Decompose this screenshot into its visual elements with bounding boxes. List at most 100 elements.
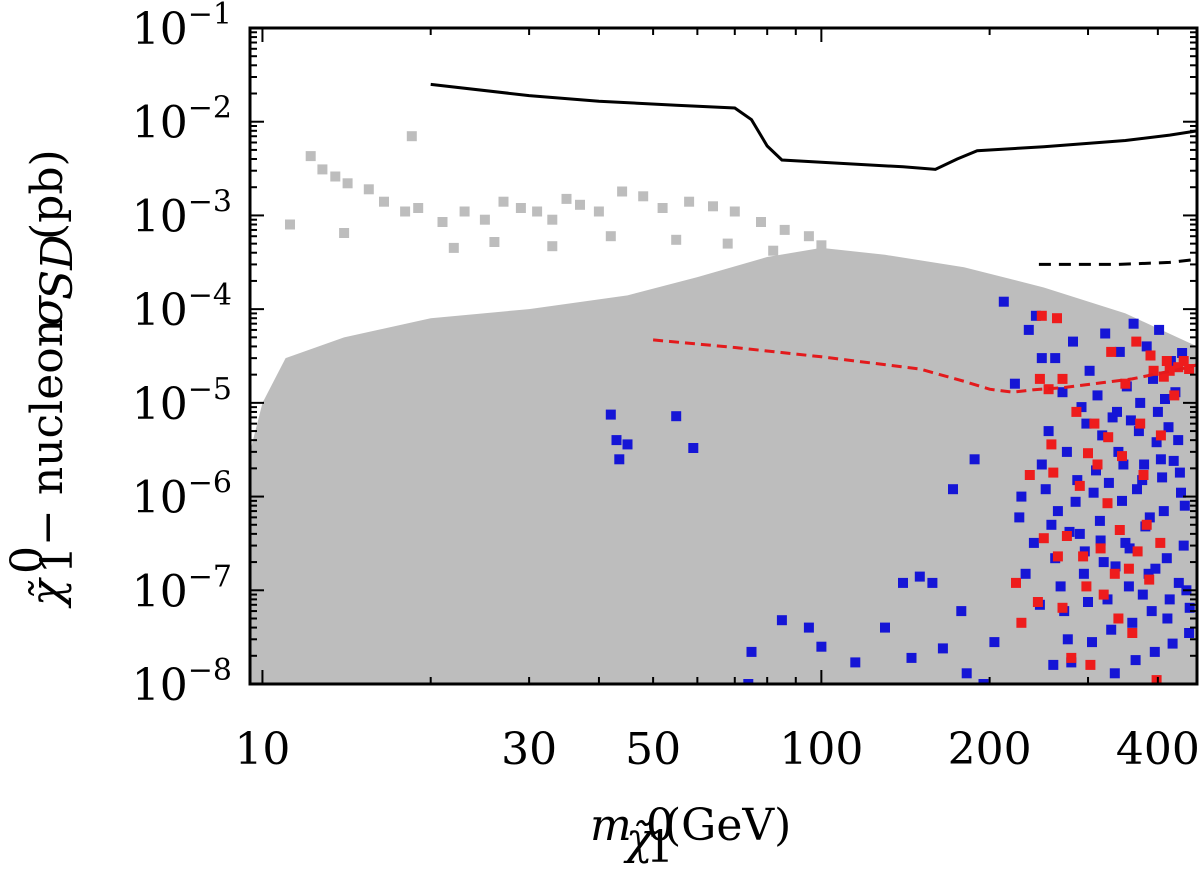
- red-point: [1141, 519, 1152, 530]
- gray-point: [305, 151, 316, 162]
- blue-point: [989, 637, 1000, 648]
- blue-point: [671, 411, 682, 422]
- red-point: [1089, 418, 1100, 429]
- red-point: [1081, 581, 1092, 592]
- blue-point: [914, 571, 925, 582]
- y-tick-label: 10−5: [132, 372, 232, 430]
- svg-text:σ: σ: [22, 294, 73, 326]
- red-point: [1106, 346, 1117, 357]
- svg-text:χ̃: χ̃: [22, 577, 73, 609]
- gray-point-cloud: [250, 247, 1197, 684]
- gray-point: [406, 131, 417, 142]
- blue-point: [906, 652, 917, 663]
- blue-point: [1103, 477, 1114, 488]
- blue-point: [1095, 535, 1106, 546]
- blue-point: [1009, 378, 1020, 389]
- blue-point: [1168, 455, 1179, 466]
- blue-point: [1043, 426, 1054, 437]
- red-point: [1085, 659, 1096, 670]
- blue-point: [1149, 646, 1160, 657]
- blue-point: [1110, 561, 1121, 572]
- gray-point: [575, 199, 585, 210]
- blue-point: [1048, 659, 1059, 670]
- blue-point: [1068, 336, 1078, 347]
- blue-point: [1020, 568, 1031, 579]
- red-point: [1148, 365, 1159, 376]
- blue-point: [969, 454, 980, 465]
- blue-point: [1125, 415, 1136, 426]
- blue-point: [1158, 506, 1169, 517]
- gray-point: [860, 259, 871, 270]
- red-point: [1098, 589, 1109, 600]
- gray-point: [898, 266, 908, 277]
- blue-point: [1173, 435, 1184, 446]
- blue-point: [605, 409, 616, 420]
- blue-point: [1177, 348, 1188, 358]
- projected-limit-black-dashed: [1038, 257, 1197, 266]
- blue-point: [1097, 430, 1108, 441]
- gray-point: [532, 206, 543, 217]
- y-tick-label: 10−2: [132, 91, 232, 149]
- blue-point: [1088, 487, 1099, 498]
- blue-point: [611, 435, 622, 446]
- blue-point: [1128, 318, 1139, 329]
- blue-point: [927, 577, 938, 588]
- gray-point: [317, 164, 328, 175]
- blue-point: [1036, 353, 1047, 364]
- red-point: [1138, 470, 1149, 480]
- blue-point: [1023, 324, 1034, 335]
- y-tick-label: 10−3: [132, 184, 232, 242]
- blue-point: [1061, 446, 1072, 457]
- red-point: [1078, 551, 1089, 562]
- svg-text:χ̃: χ̃: [623, 814, 655, 865]
- y-tick-label: 10−6: [132, 466, 232, 524]
- blue-point: [956, 606, 967, 617]
- red-point: [1155, 537, 1166, 548]
- current-limit-line: [430, 82, 1197, 171]
- red-point: [1127, 628, 1138, 638]
- gray-region: [250, 247, 1197, 684]
- red-point: [1092, 459, 1103, 470]
- red-point: [1117, 451, 1127, 462]
- blue-point: [1118, 459, 1129, 470]
- red-point: [1184, 364, 1195, 374]
- svg-text:1: 1: [646, 822, 674, 871]
- limit-curves: [430, 82, 1197, 394]
- red-point: [1102, 498, 1113, 509]
- y-tick-label: 10−1: [132, 0, 232, 55]
- blue-point: [978, 679, 989, 684]
- red-point: [1011, 577, 1021, 588]
- gray-point: [498, 196, 509, 207]
- y-tick-label: 10−8: [132, 653, 232, 711]
- red-point: [1169, 390, 1180, 401]
- blue-point: [1143, 568, 1154, 579]
- blue-point: [1016, 491, 1027, 502]
- blue-point: [743, 679, 754, 684]
- blue-point: [1167, 638, 1178, 649]
- blue-point: [850, 657, 861, 668]
- blue-point: [1123, 581, 1134, 592]
- blue-point: [1161, 553, 1172, 564]
- blue-point: [1152, 406, 1163, 417]
- blue-point: [948, 484, 958, 495]
- svg-text:− nucleon: − nucleon: [22, 319, 73, 546]
- red-point: [1144, 574, 1155, 585]
- gray-point: [638, 191, 649, 202]
- gray-point: [479, 214, 490, 225]
- red-point: [1061, 531, 1072, 541]
- svg-text:0: 0: [2, 546, 53, 574]
- blue-point: [1148, 373, 1158, 384]
- gray-point: [339, 228, 350, 238]
- blue-point: [1137, 475, 1148, 486]
- gray-point: [657, 203, 668, 213]
- red-point: [1046, 439, 1057, 450]
- blue-point: [1074, 528, 1085, 539]
- red-point: [1038, 533, 1049, 544]
- blue-point: [1100, 328, 1111, 339]
- gray-point: [400, 206, 411, 217]
- gray-point: [617, 186, 628, 197]
- red-point: [1158, 371, 1169, 382]
- gray-point: [816, 240, 827, 251]
- red-point: [1109, 568, 1120, 579]
